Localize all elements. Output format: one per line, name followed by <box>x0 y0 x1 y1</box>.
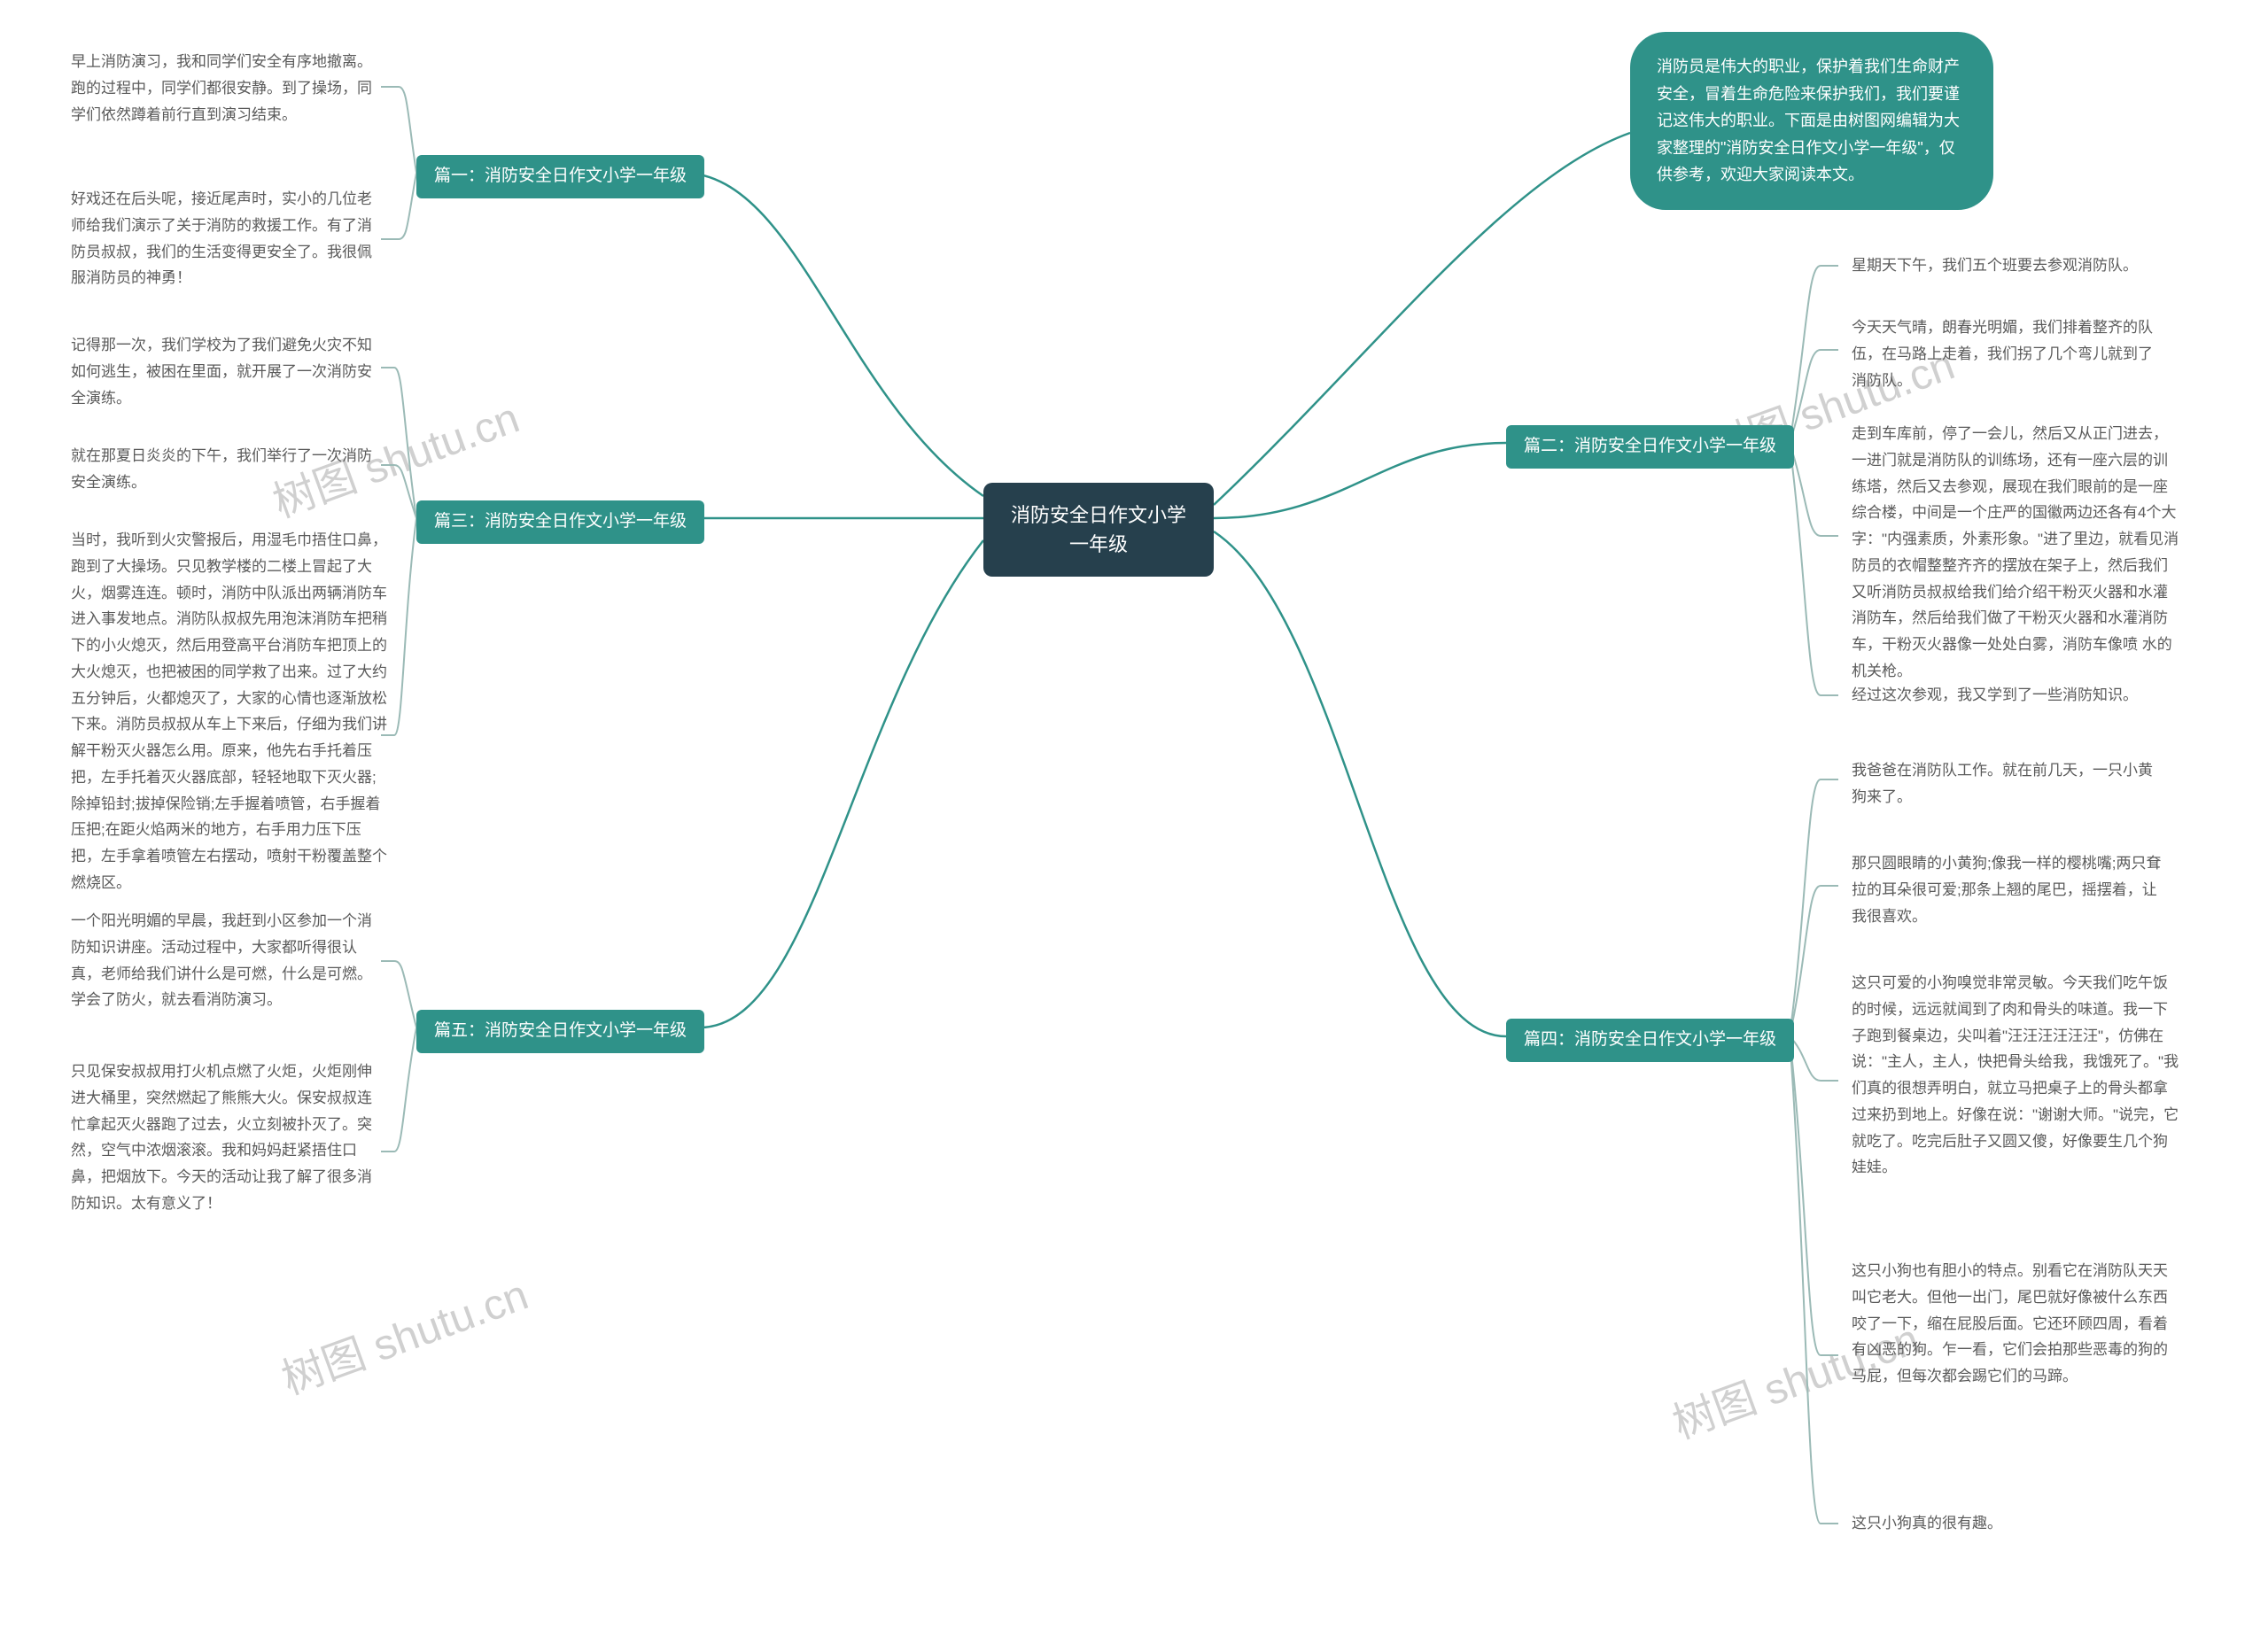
center-label: 消防安全日作文小学一年级 <box>1005 500 1192 559</box>
leaf-b3-2: 当时，我听到火灾警报后，用湿毛巾捂住口鼻，跑到了大操场。只见教学楼的二楼上冒起了… <box>71 527 390 896</box>
leaf-b2-3: 经过这次参观，我又学到了一些消防知识。 <box>1852 682 2162 709</box>
center-node[interactable]: 消防安全日作文小学一年级 <box>983 483 1214 577</box>
leaf-b4-3: 这只小狗也有胆小的特点。别看它在消防队天天叫它老大。但他一出门，尾巴就好像被什么… <box>1852 1258 2179 1390</box>
leaf-b5-1: 只见保安叔叔用打火机点燃了火炬，火炬刚伸进大桶里，突然燃起了熊熊大火。保安叔叔连… <box>71 1059 381 1217</box>
leaf-b1-1: 好戏还在后头呢，接近尾声时，实小的几位老师给我们演示了关于消防的救援工作。有了消… <box>71 186 381 291</box>
branch-b3-label: 篇三：消防安全日作文小学一年级 <box>434 509 687 535</box>
leaf-b4-0: 我爸爸在消防队工作。就在前几天，一只小黄狗来了。 <box>1852 757 2162 810</box>
leaf-b4-1: 那只圆眼睛的小黄狗;像我一样的樱桃嘴;两只耷拉的耳朵很可爱;那条上翘的尾巴，摇摆… <box>1852 850 2162 929</box>
leaf-b5-0: 一个阳光明媚的早晨，我赶到小区参加一个消防知识讲座。活动过程中，大家都听得很认真… <box>71 908 381 1013</box>
branch-b2-label: 篇二：消防安全日作文小学一年级 <box>1524 434 1776 460</box>
branch-b4-label: 篇四：消防安全日作文小学一年级 <box>1524 1028 1776 1053</box>
branch-b4[interactable]: 篇四：消防安全日作文小学一年级 <box>1506 1019 1794 1062</box>
branch-b5-label: 篇五：消防安全日作文小学一年级 <box>434 1019 687 1044</box>
branch-b1[interactable]: 篇一：消防安全日作文小学一年级 <box>416 155 704 198</box>
leaf-b2-2: 走到车库前，停了一会儿，然后又从正门进去，一进门就是消防队的训练场，还有一座六层… <box>1852 421 2179 685</box>
leaf-b4-4: 这只小狗真的很有趣。 <box>1852 1510 2162 1537</box>
branch-b3[interactable]: 篇三：消防安全日作文小学一年级 <box>416 500 704 544</box>
intro-node[interactable]: 消防员是伟大的职业，保护着我们生命财产安全，冒着生命危险来保护我们，我们要谨记这… <box>1630 32 1993 210</box>
watermark: 树图 shutu.cn <box>272 1260 535 1406</box>
leaf-b1-0: 早上消防演习，我和同学们安全有序地撤离。跑的过程中，同学们都很安静。到了操场，同… <box>71 49 381 128</box>
leaf-b2-1: 今天天气晴，朗春光明媚，我们排着整齐的队伍，在马路上走着，我们拐了几个弯儿就到了… <box>1852 314 2162 393</box>
leaf-b3-1: 就在那夏日炎炎的下午，我们举行了一次消防安全演练。 <box>71 443 381 496</box>
branch-b5[interactable]: 篇五：消防安全日作文小学一年级 <box>416 1010 704 1053</box>
branch-b1-label: 篇一：消防安全日作文小学一年级 <box>434 164 687 190</box>
leaf-b4-2: 这只可爱的小狗嗅觉非常灵敏。今天我们吃午饭的时候，远远就闻到了肉和骨头的味道。我… <box>1852 970 2179 1181</box>
branch-b2[interactable]: 篇二：消防安全日作文小学一年级 <box>1506 425 1794 469</box>
intro-text: 消防员是伟大的职业，保护着我们生命财产安全，冒着生命危险来保护我们，我们要谨记这… <box>1657 53 1967 189</box>
leaf-b3-0: 记得那一次，我们学校为了我们避免火灾不知如何逃生，被困在里面，就开展了一次消防安… <box>71 332 381 411</box>
leaf-b2-0: 星期天下午，我们五个班要去参观消防队。 <box>1852 252 2162 279</box>
